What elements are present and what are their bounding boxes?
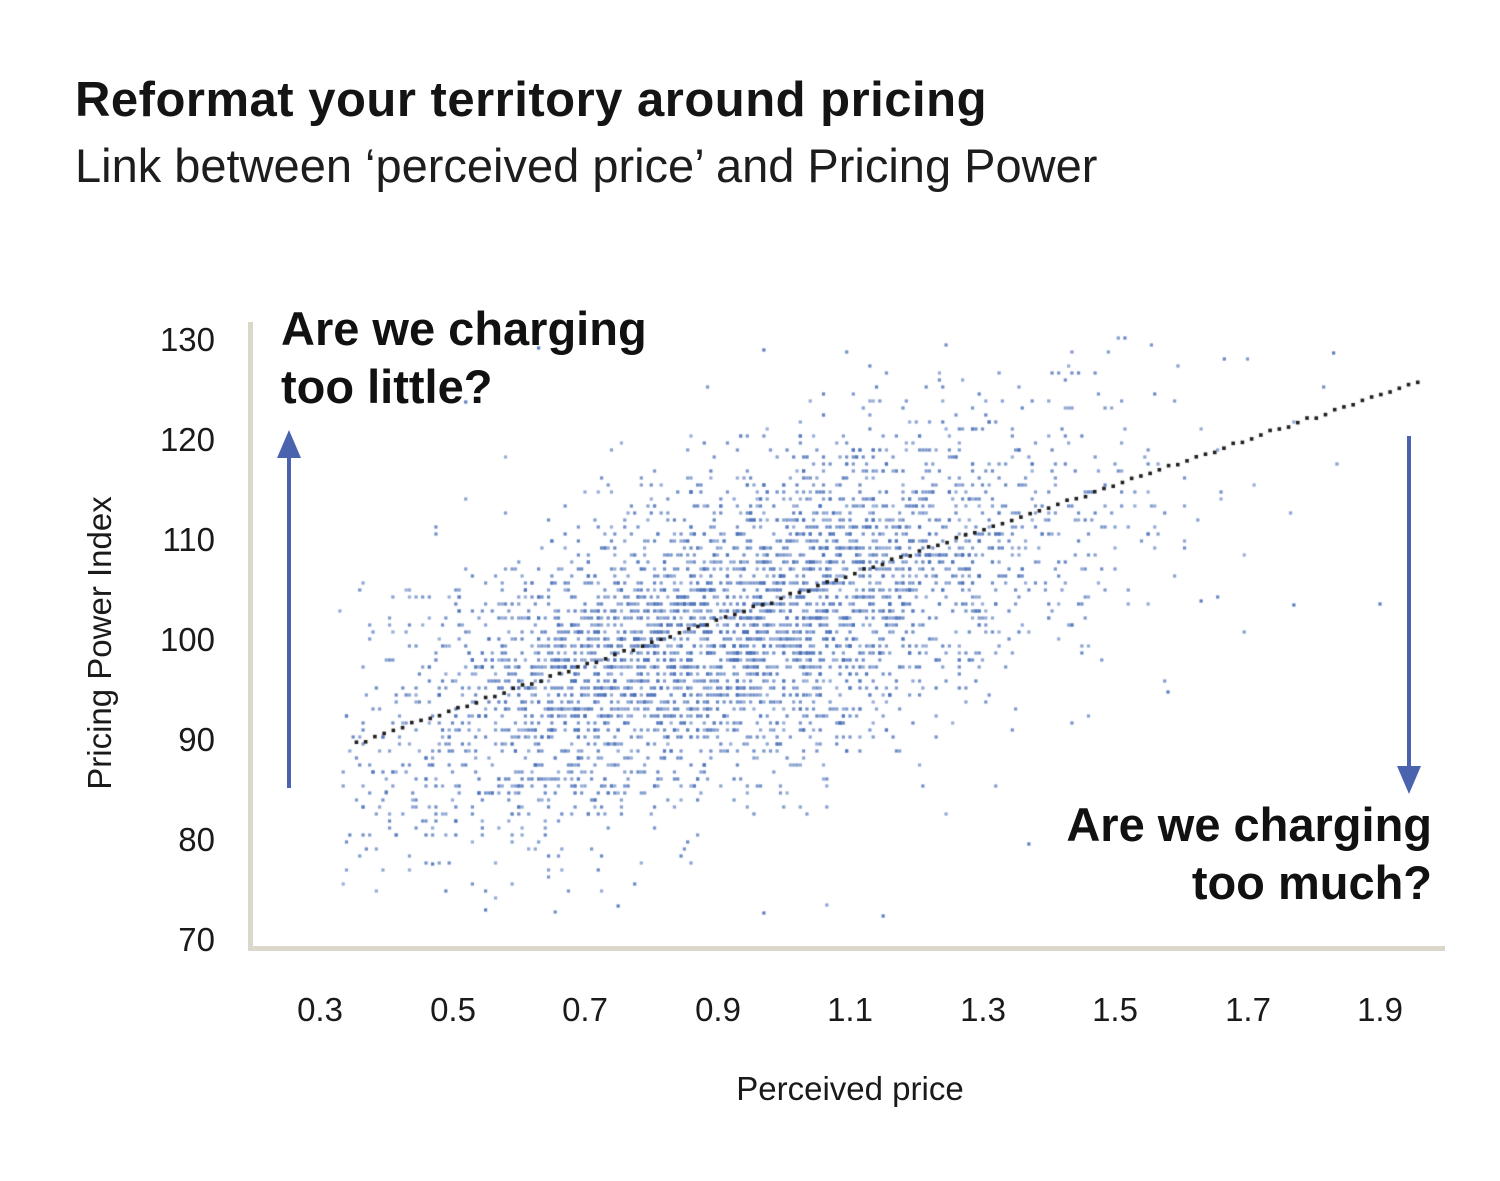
up-arrow-icon xyxy=(277,430,301,458)
x-tick-0-3: 0.3 xyxy=(297,991,343,1028)
x-tick-1-3: 1.3 xyxy=(960,991,1006,1028)
y-tick-100: 100 xyxy=(159,621,215,658)
x-tick-1-7: 1.7 xyxy=(1225,991,1271,1028)
page-subtitle: Link between ‘perceived price’ and Prici… xyxy=(75,139,1098,192)
annotation-left-line1: Are we charging xyxy=(281,302,647,355)
annotation-charging-too-much: Are we charging too much? xyxy=(932,796,1432,912)
y-tick-110: 110 xyxy=(162,521,215,558)
annotation-right-line2: too much? xyxy=(1191,856,1432,909)
x-tick-1-5: 1.5 xyxy=(1092,991,1138,1028)
x-tick-0-5: 0.5 xyxy=(430,991,476,1028)
y-tick-130: 130 xyxy=(159,321,215,358)
y-tick-120: 120 xyxy=(159,421,215,458)
y-tick-70: 70 xyxy=(178,921,215,958)
down-arrow-shaft xyxy=(1407,436,1411,766)
y-tick-80: 80 xyxy=(178,821,215,858)
y-tick-90: 90 xyxy=(178,721,215,758)
x-axis-line xyxy=(248,946,1445,951)
y-axis-line xyxy=(248,322,253,951)
x-tick-1-1: 1.1 xyxy=(827,991,873,1028)
down-arrow-icon xyxy=(1397,766,1421,794)
page-title: Reformat your territory around pricing xyxy=(75,73,988,127)
annotation-right-line1: Are we charging xyxy=(1066,798,1432,851)
x-tick-0-9: 0.9 xyxy=(695,991,741,1028)
up-arrow-shaft xyxy=(287,456,291,788)
x-tick-1-9: 1.9 xyxy=(1357,991,1403,1028)
x-tick-0-7: 0.7 xyxy=(562,991,608,1028)
x-axis-title: Perceived price xyxy=(736,1070,964,1107)
annotation-left-line2: too little? xyxy=(281,360,493,413)
annotation-charging-too-little: Are we charging too little? xyxy=(281,300,647,416)
y-axis-title: Pricing Power Index xyxy=(81,496,118,790)
